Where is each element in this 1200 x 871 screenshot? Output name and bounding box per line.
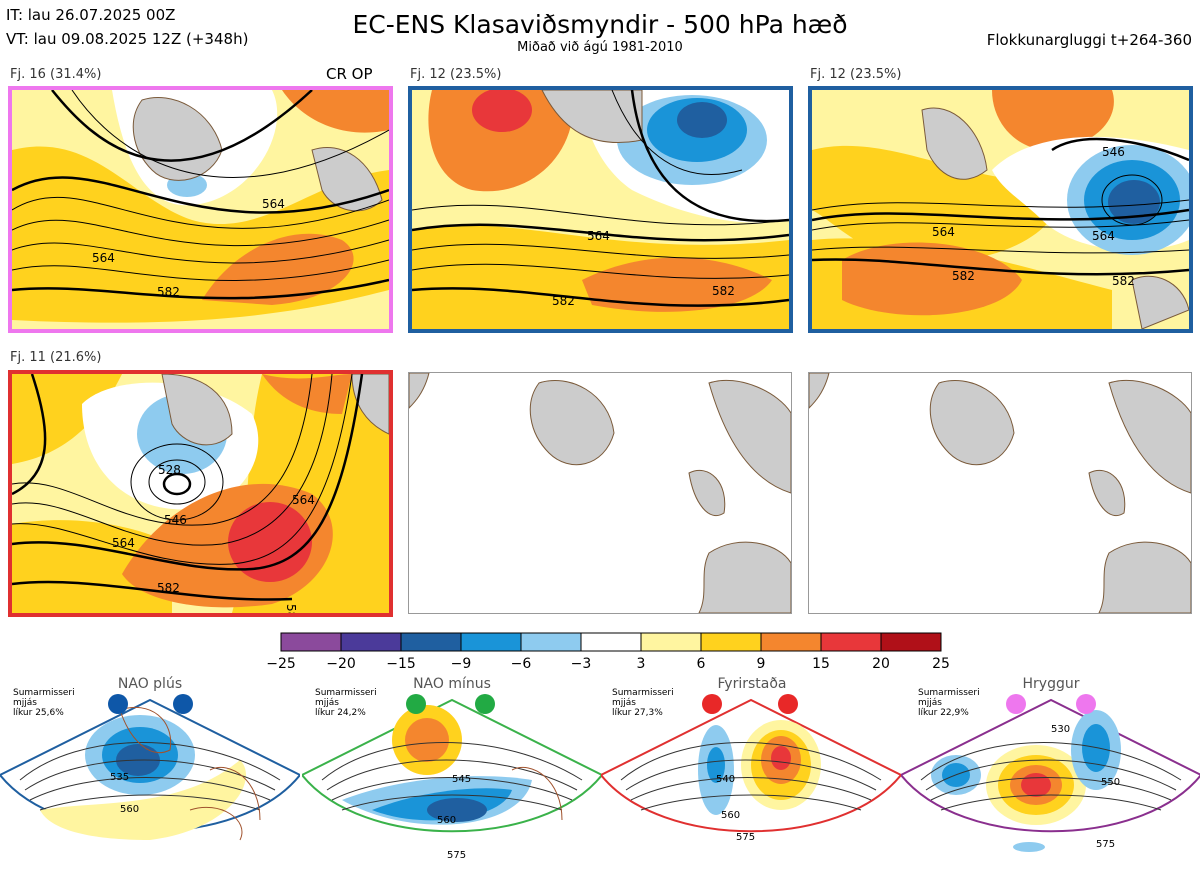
colorbar-tick-label: 3 <box>636 656 646 672</box>
fan-contour-label: 530 <box>1051 724 1070 735</box>
fan-contour-label: 550 <box>1101 777 1120 788</box>
colorbar-tick-label: −9 <box>450 656 472 672</box>
colorbar-tick-label: 15 <box>812 656 830 672</box>
colorbar-segment <box>280 632 342 652</box>
page-subtitle: Miðað við ágú 1981-2010 <box>517 40 683 55</box>
contour-label: 564 <box>1092 229 1115 243</box>
valid-time: VT: lau 09.08.2025 12Z (+348h) <box>6 30 249 48</box>
cluster-map-panel-3[interactable]: 546 564 564 582 582 <box>808 86 1193 333</box>
colorbar-segment <box>400 632 462 652</box>
regime-2-note: Sumarmisseri mjjás líkur 24,2% <box>315 688 377 718</box>
regime-3-note: Sumarmisseri mjjás líkur 27,3% <box>612 688 674 718</box>
colorbar-segment <box>520 632 582 652</box>
regime-3-fan-map[interactable]: 540 560 575 <box>601 690 901 870</box>
colorbar-segment <box>640 632 702 652</box>
panel-2-label: Fj. 12 (23.5%) <box>410 67 502 82</box>
contour-label: 582 <box>952 269 975 283</box>
colorbar-tick-label: −6 <box>510 656 532 672</box>
contour-label: 582 <box>712 284 735 298</box>
empty-map-panel-5 <box>408 372 792 614</box>
contour-label: 582 <box>552 294 575 308</box>
colorbar-segment <box>340 632 402 652</box>
regime-1-fan-map[interactable]: 535 560 <box>0 690 300 870</box>
page-title: EC-ENS Klasaviðsmyndir - 500 hPa hæð <box>352 10 848 39</box>
regime-2-fan-map[interactable]: 545 560 575 <box>302 690 602 870</box>
contour-label: 528 <box>158 463 181 477</box>
regime-1-name: NAO plús <box>117 676 183 692</box>
contour-label: 564 <box>112 536 135 550</box>
contour-label: 582 <box>157 581 180 595</box>
colorbar-tick-label: −3 <box>570 656 592 672</box>
fan-contour-label: 575 <box>1096 839 1115 850</box>
regime-4-name: Hryggur <box>1022 676 1080 692</box>
colorbar-segment <box>580 632 642 652</box>
contour-label: 564 <box>932 225 955 239</box>
colorbar-segment <box>820 632 882 652</box>
contour-label: 564 <box>92 251 115 265</box>
colorbar-tick-label: 25 <box>932 656 950 672</box>
regime-4-fan-map[interactable]: 530 550 575 <box>901 690 1200 870</box>
colorbar-segment <box>700 632 762 652</box>
contour-label: 546 <box>164 513 187 527</box>
regime-4-note: Sumarmisseri mjjás líkur 22,9% <box>918 688 980 718</box>
fan-contour-label: 540 <box>716 774 735 785</box>
regime-2-name: NAO mínus <box>413 676 491 692</box>
colorbar-tick-label: −15 <box>386 656 416 672</box>
contour-label: 564 <box>587 229 610 243</box>
regime-3-name: Fyrirstaða <box>717 676 787 692</box>
contour-label: 582 <box>284 604 298 613</box>
contour-label: 582 <box>157 285 180 299</box>
colorbar-segment <box>460 632 522 652</box>
fan-contour-label: 535 <box>110 772 129 783</box>
contour-label: 582 <box>1112 274 1135 288</box>
fan-contour-label: 560 <box>437 815 456 826</box>
colorbar-tick-label: 6 <box>696 656 706 672</box>
fan-contour-label: 560 <box>721 810 740 821</box>
fan-contour-label: 545 <box>452 774 471 785</box>
cluster-map-panel-1[interactable]: 564 564 582 <box>8 86 393 333</box>
regime-1-note: Sumarmisseri mjjás líkur 25,6% <box>13 688 75 718</box>
classification-window: Flokkunargluggi t+264-360 <box>986 31 1192 49</box>
colorbar-tick-label: 9 <box>756 656 766 672</box>
panel-1-op-label: CR OP <box>326 65 373 83</box>
contour-label: 564 <box>292 493 315 507</box>
colorbar <box>280 632 942 652</box>
colorbar-tick-label: −20 <box>326 656 356 672</box>
panel-3-label: Fj. 12 (23.5%) <box>810 67 902 82</box>
colorbar-segment <box>880 632 942 652</box>
init-time: IT: lau 26.07.2025 00Z <box>6 6 176 24</box>
panel-1-label: Fj. 16 (31.4%) <box>10 67 102 82</box>
colorbar-tick-label: −25 <box>266 656 296 672</box>
contour-label: 546 <box>1102 145 1125 159</box>
cluster-map-panel-2[interactable]: 564 582 582 <box>408 86 793 333</box>
colorbar-segment <box>760 632 822 652</box>
fan-contour-label: 575 <box>447 850 466 861</box>
colorbar-tick-label: 20 <box>872 656 890 672</box>
contour-label: 564 <box>262 197 285 211</box>
fan-contour-label: 560 <box>120 804 139 815</box>
fan-contour-label: 575 <box>736 832 755 843</box>
panel-4-label: Fj. 11 (21.6%) <box>10 350 102 365</box>
cluster-map-panel-4[interactable]: 528 546 564 564 582 582 <box>8 370 393 617</box>
empty-map-panel-6 <box>808 372 1192 614</box>
